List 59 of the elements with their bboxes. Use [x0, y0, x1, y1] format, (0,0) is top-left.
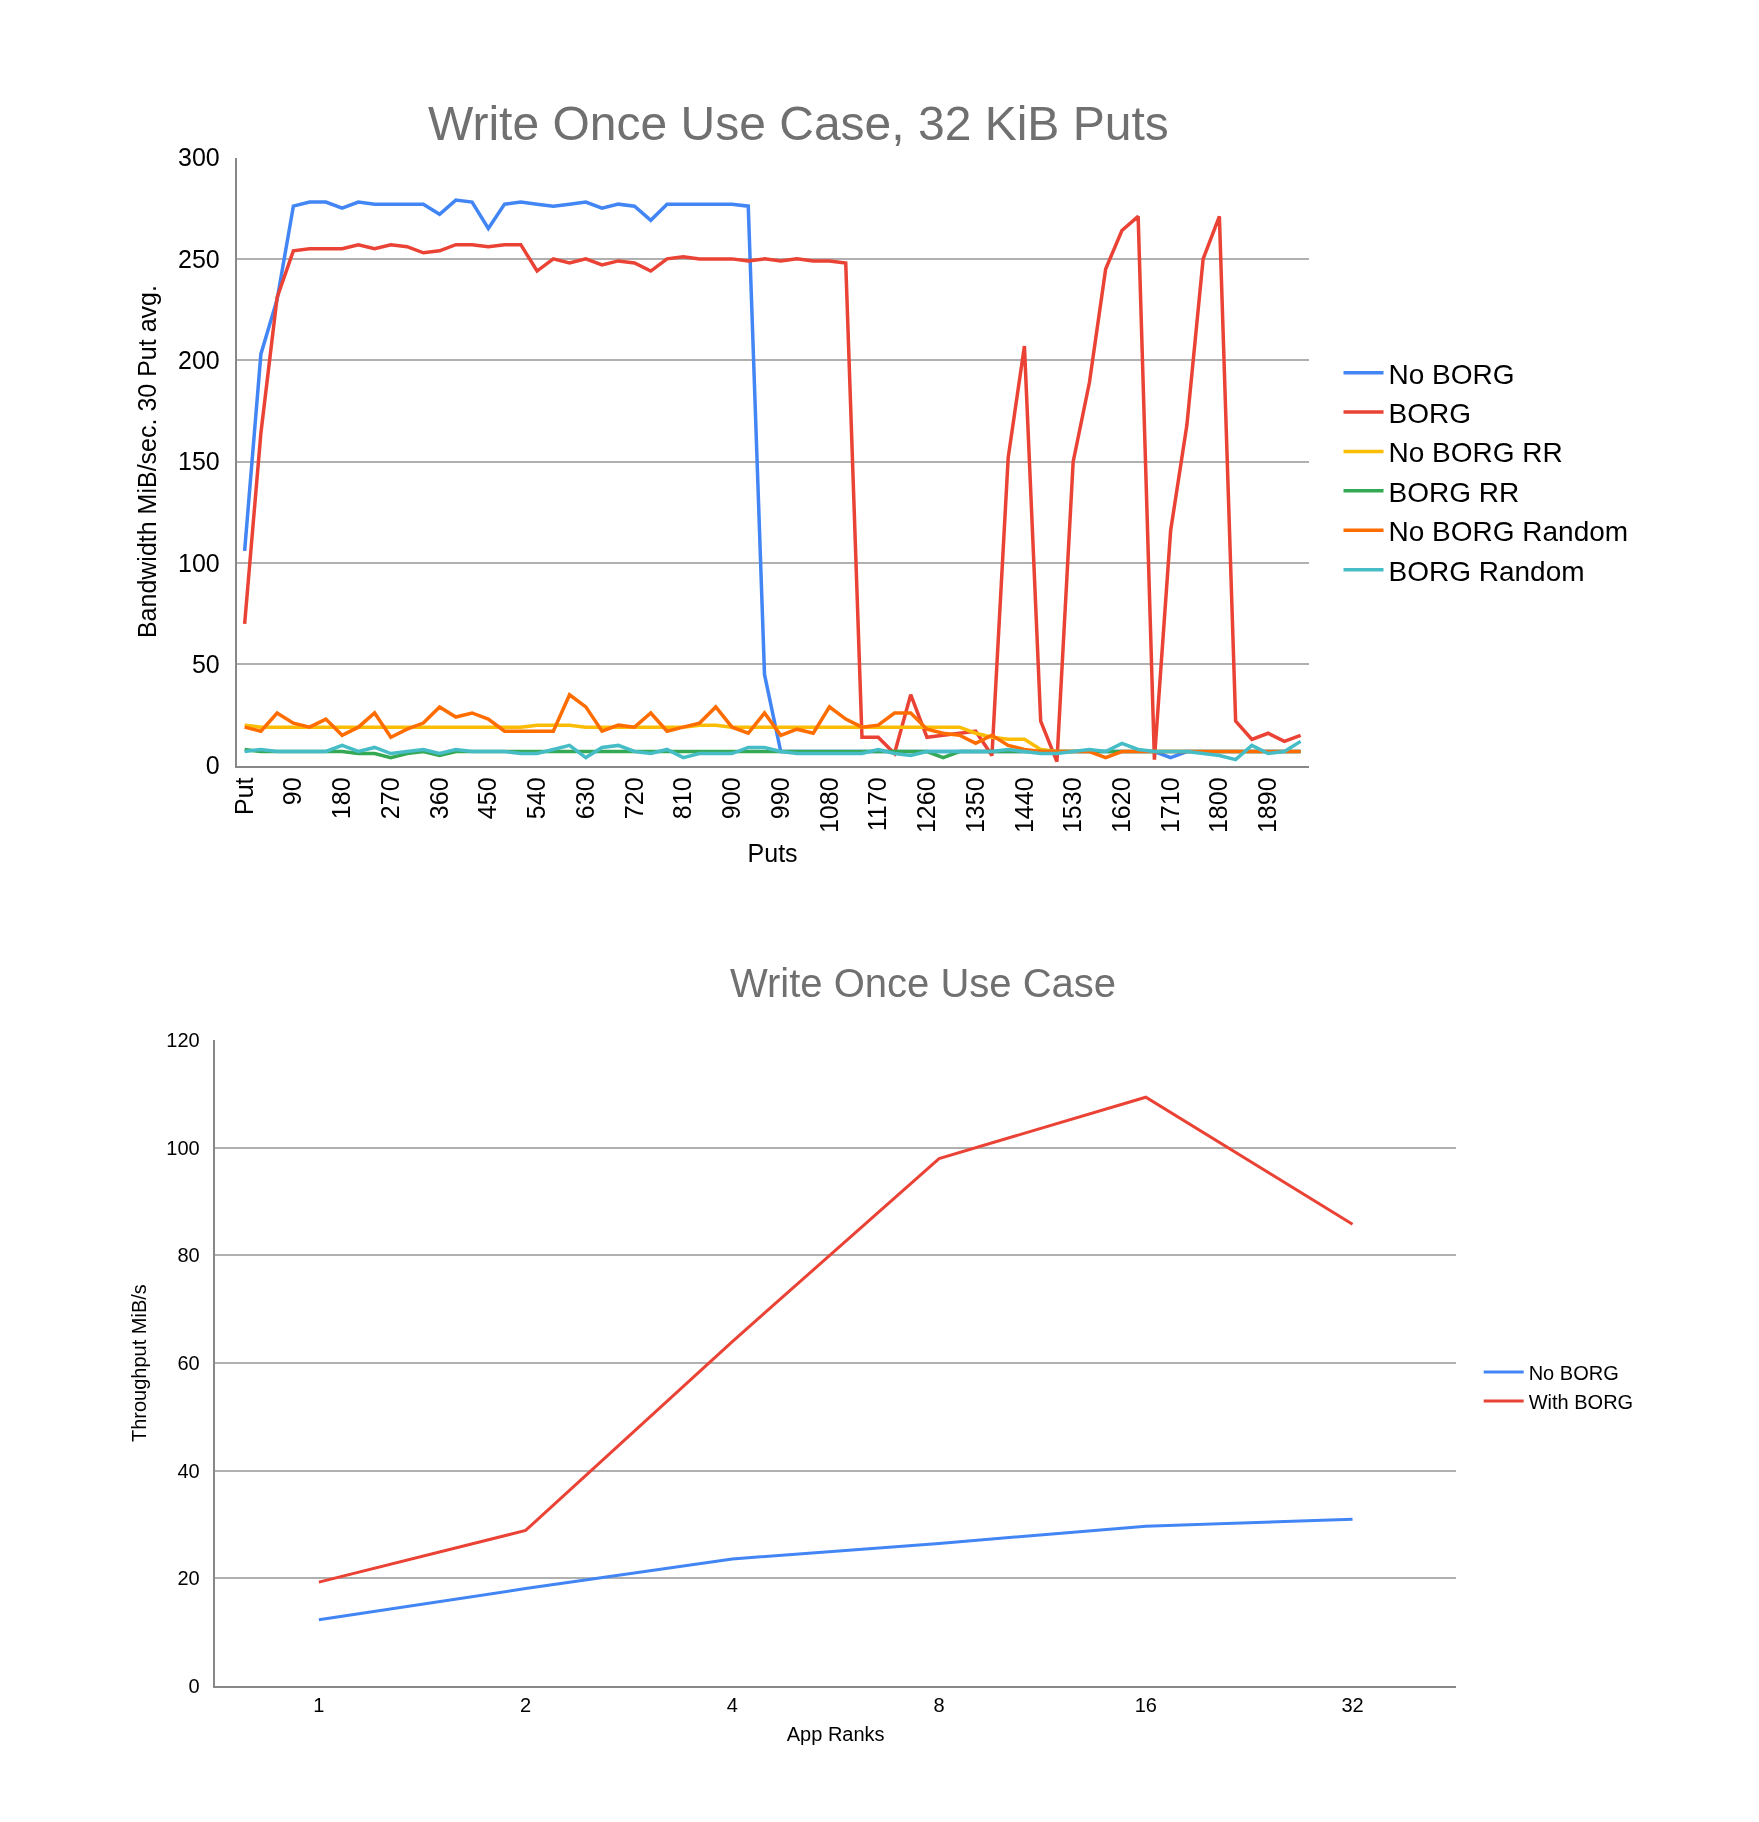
- y-tick-label: 300: [178, 143, 220, 172]
- y-tick-label: 150: [178, 447, 220, 476]
- line-series: [317, 1095, 1355, 1584]
- x-tick-label: 720: [619, 777, 648, 820]
- x-tick-label: 1620: [1107, 777, 1136, 834]
- x-tick-label: 4: [726, 1693, 738, 1716]
- x-tick-label: 630: [570, 777, 599, 820]
- x-tick-label: 1800: [1204, 777, 1233, 834]
- x-tick-label: 180: [327, 777, 356, 820]
- y-tick-label: 0: [205, 751, 220, 780]
- x-tick-label: 8: [933, 1693, 945, 1716]
- chart-title: Write Once Use Case: [730, 961, 1117, 1005]
- x-tick-label: 1350: [960, 777, 989, 834]
- x-tick-label: 990: [765, 777, 794, 820]
- x-tick-label: 1170: [863, 777, 892, 832]
- x-tick-label: 1: [313, 1693, 325, 1716]
- x-tick-label: 1260: [912, 777, 941, 834]
- x-tick-label: 270: [375, 777, 404, 820]
- y-tick-label: 80: [177, 1244, 200, 1267]
- x-tick-label: 900: [717, 777, 746, 820]
- legend-label: No BORG Random: [1388, 516, 1629, 548]
- y-tick-label: 250: [178, 244, 220, 273]
- x-axis-title: App Ranks: [786, 1722, 885, 1745]
- y-axis-title: Throughput MiB/s: [128, 1284, 151, 1443]
- x-tick-label: 1890: [1253, 777, 1282, 834]
- x-axis-title: Puts: [747, 838, 798, 867]
- legend-label: With BORG: [1528, 1390, 1634, 1413]
- legend-label: No BORG: [1388, 358, 1515, 390]
- line-series: [317, 1517, 1355, 1622]
- y-tick-label: 200: [178, 345, 220, 374]
- x-tick-label: 16: [1134, 1693, 1157, 1716]
- y-tick-label: 40: [177, 1459, 200, 1482]
- legend-label: No BORG: [1528, 1361, 1619, 1384]
- x-tick-label: 2: [520, 1693, 532, 1716]
- y-tick-label: 20: [177, 1567, 200, 1590]
- legend-label: BORG Random: [1388, 555, 1585, 587]
- x-tick-label: 1530: [1058, 777, 1087, 834]
- line-series: [242, 739, 1303, 762]
- x-tick-label: 90: [278, 777, 307, 806]
- legend-label: BORG RR: [1388, 476, 1520, 508]
- x-tick-label: 1440: [1009, 777, 1038, 834]
- x-tick-label: 540: [522, 777, 551, 820]
- x-tick-label: 1710: [1155, 777, 1184, 834]
- y-tick-label: 60: [177, 1352, 200, 1375]
- y-tick-label: 100: [166, 1136, 200, 1159]
- x-tick-label: 1080: [814, 777, 843, 834]
- x-tick-label: 32: [1341, 1693, 1364, 1716]
- chart-title: Write Once Use Case, 32 KiB Puts: [428, 97, 1169, 150]
- x-tick-label: 450: [473, 777, 502, 820]
- y-tick-label: 0: [188, 1675, 200, 1698]
- legend-label: BORG: [1388, 397, 1471, 429]
- y-tick-label: 50: [191, 650, 220, 679]
- x-tick-label: 810: [668, 777, 697, 820]
- y-axis-title: Bandwidth MiB/sec. 30 Put avg.: [133, 285, 162, 639]
- y-tick-label: 100: [178, 548, 220, 577]
- x-tick-label: 360: [424, 777, 453, 820]
- x-tick-label: Put: [229, 777, 258, 815]
- y-tick-label: 120: [166, 1029, 200, 1052]
- legend-label: No BORG RR: [1388, 437, 1563, 469]
